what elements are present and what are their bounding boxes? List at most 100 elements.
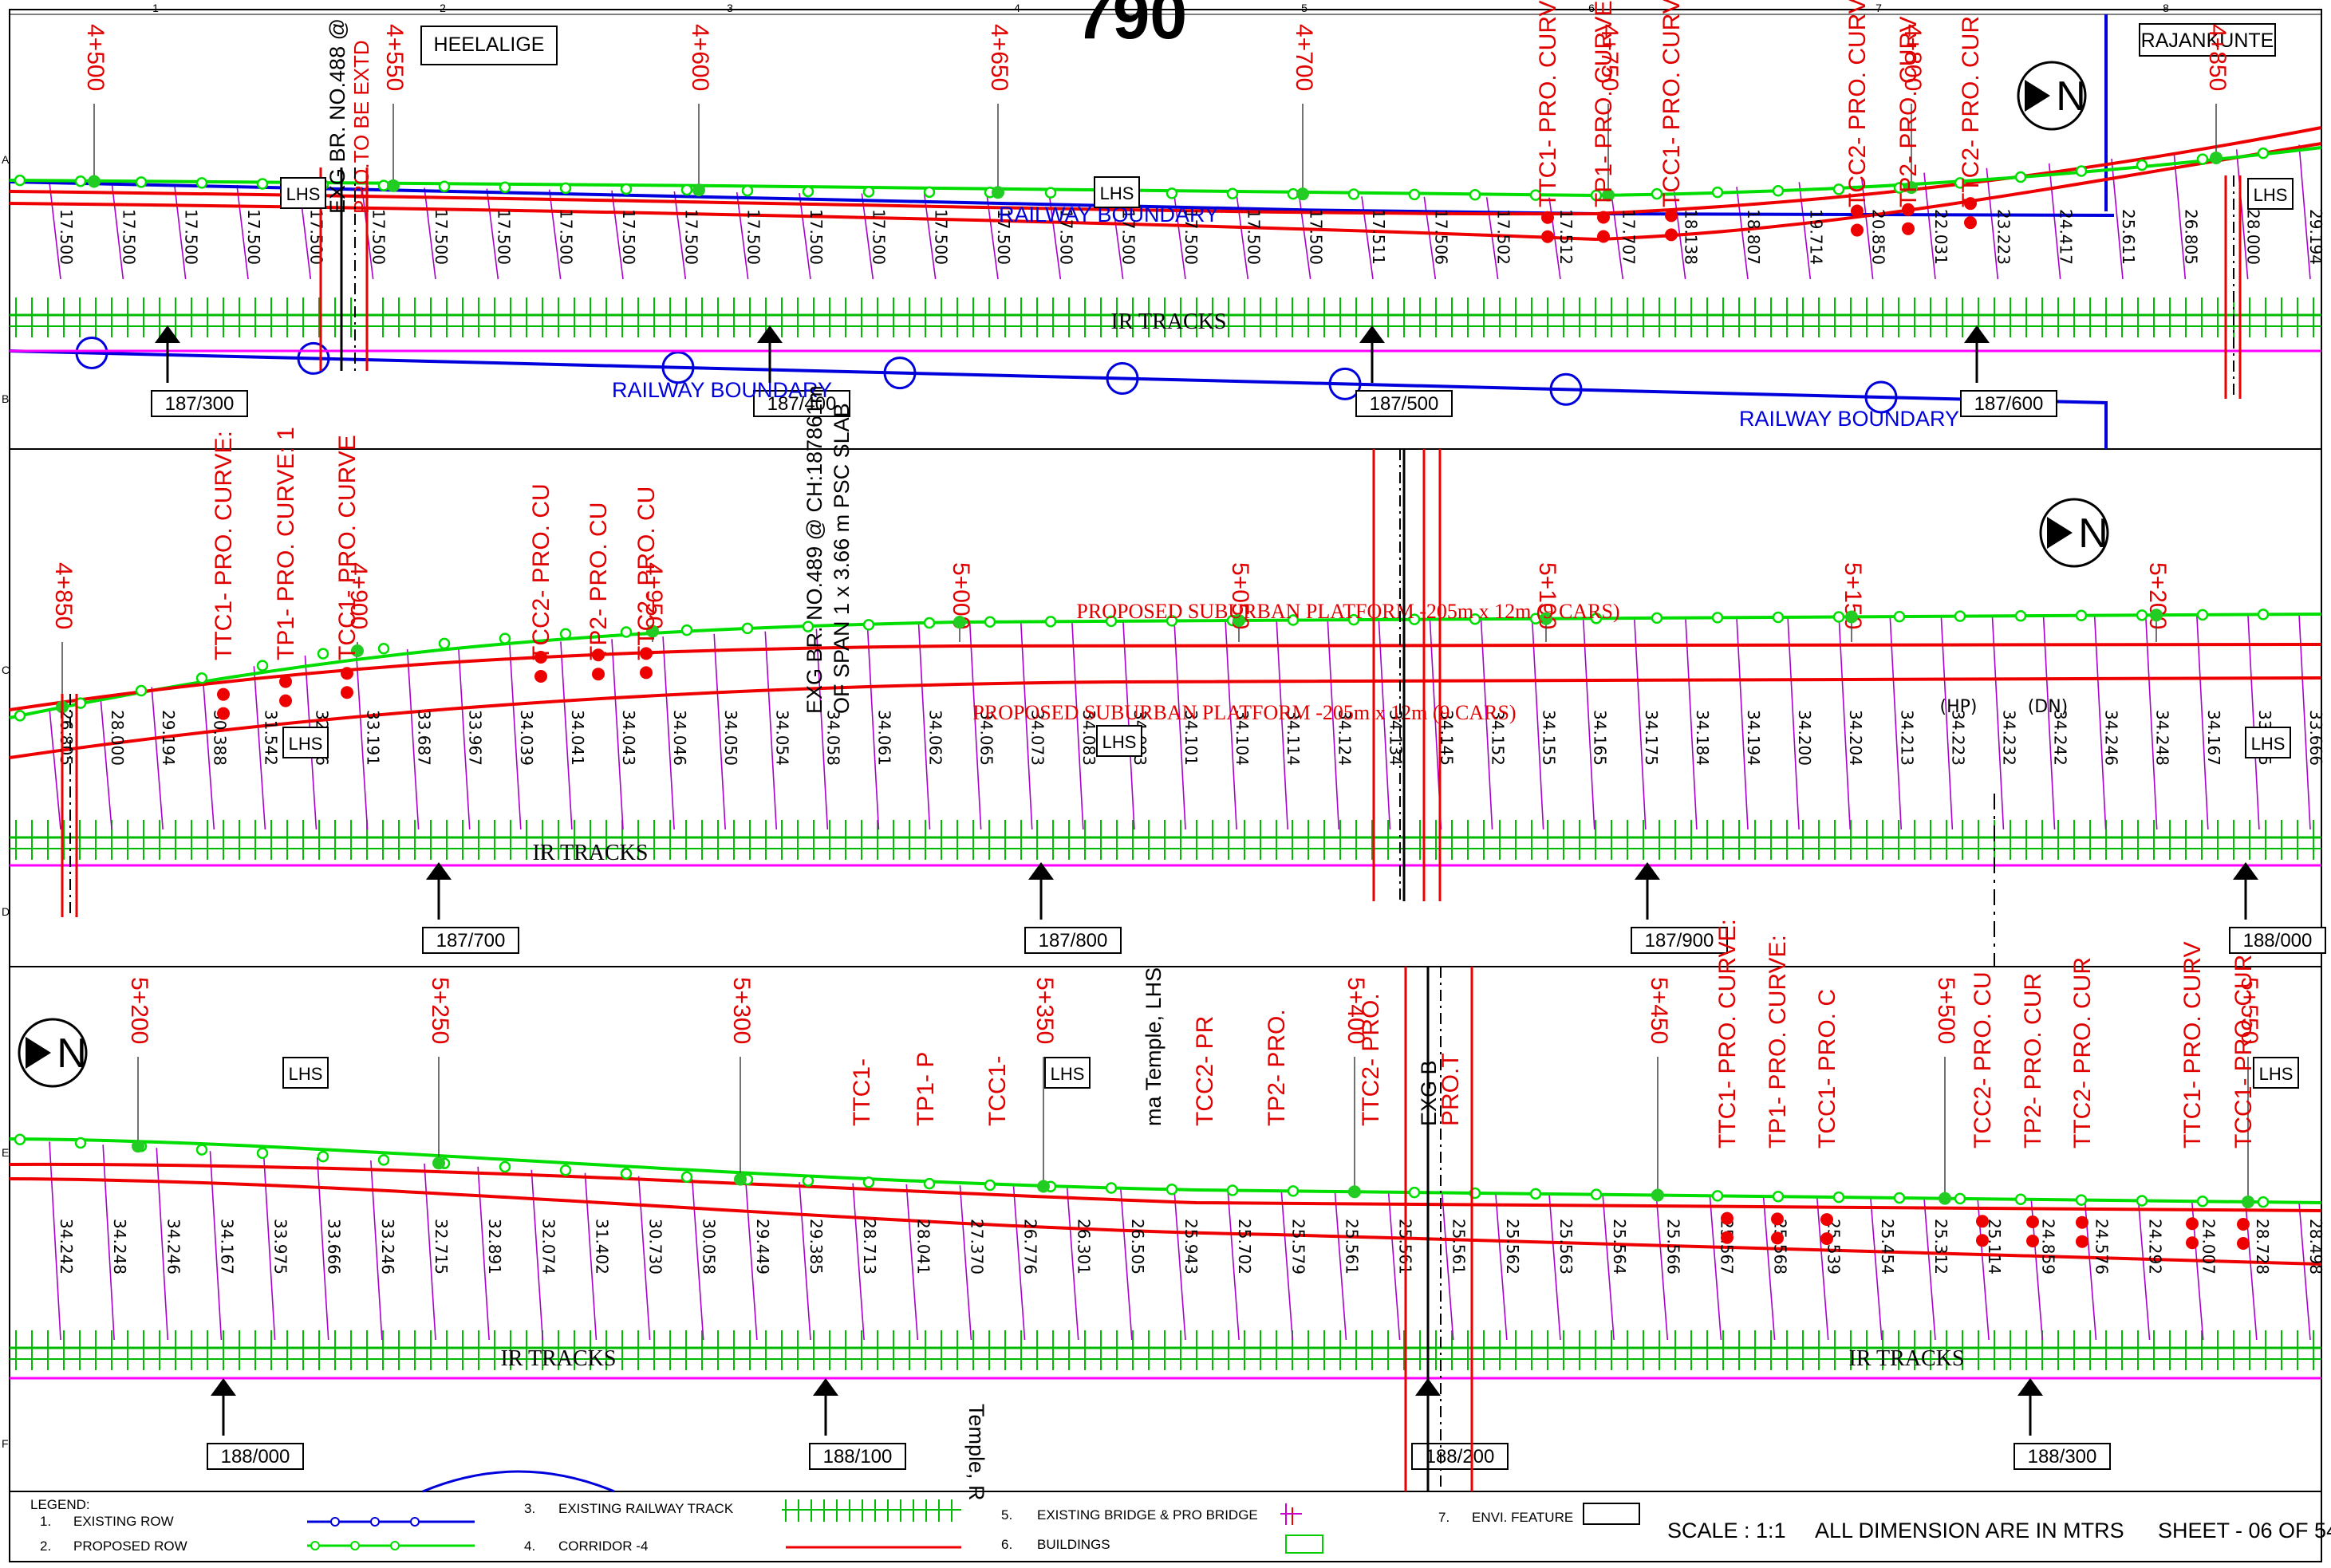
dn-label: (DN)	[2028, 697, 2069, 717]
offset-line	[486, 188, 499, 280]
level-label: 33.666	[325, 1219, 344, 1274]
lhs-label: LHS	[1051, 1064, 1085, 1084]
level-label: 34.065	[977, 710, 996, 766]
row-marker	[2014, 171, 2027, 183]
grid-row-label: A	[2, 153, 10, 166]
sheet-border	[9, 9, 2322, 1562]
grid-row-label: B	[2, 392, 9, 405]
row-marker	[1044, 616, 1057, 628]
level-label: 34.248	[2153, 710, 2172, 766]
north-arrow: N	[2017, 61, 2087, 131]
chainage-point	[646, 624, 659, 638]
level-label: 17.500	[1056, 209, 1075, 265]
level-label: 28.000	[108, 710, 127, 766]
row-marker	[802, 621, 814, 632]
curve-label: TP2- PRO. CURV	[1895, 17, 1922, 208]
row-marker	[2196, 609, 2209, 621]
north-arrow-icon	[2025, 80, 2050, 112]
offset-line	[236, 185, 249, 280]
level-label: 17.500	[119, 209, 138, 265]
grid-row-label: D	[2, 905, 10, 918]
level-label: 17.500	[681, 209, 700, 265]
curve-point	[2076, 1235, 2088, 1248]
row-marker	[1590, 613, 1603, 624]
lhs-label: LHS	[1100, 183, 1134, 203]
level-label: 33.666	[2306, 710, 2325, 766]
row-marker	[2075, 609, 2088, 622]
lhs-box	[282, 1057, 329, 1089]
railway-boundary-label: RAILWAY BOUNDARY	[1739, 407, 1959, 431]
row-marker	[2136, 159, 2148, 171]
proposed-row-markers	[14, 609, 2270, 722]
level-label: 17.500	[807, 209, 826, 265]
level-label: 17.500	[1119, 209, 1138, 265]
curve-label: TTC1- PRO. CURVE:	[211, 431, 237, 660]
offset-line	[1548, 1194, 1561, 1341]
chainage-point	[1845, 610, 1858, 624]
level-label: 25.312	[1931, 1219, 1950, 1274]
lhs-label: LHS	[289, 1064, 323, 1084]
offset-line	[151, 687, 164, 830]
level-label: 29.385	[807, 1219, 826, 1274]
offset-line	[1020, 621, 1033, 830]
row-marker	[1954, 1192, 1966, 1205]
platform-label-bottom: PROPOSED SUBURBAN PLATFORM -205m x 12m (…	[972, 701, 1516, 724]
level-label: 32.074	[538, 1219, 558, 1274]
row-marker	[620, 626, 633, 638]
level-label: 34.152	[1489, 710, 1508, 766]
row-marker	[559, 182, 572, 195]
level-label: 34.124	[1335, 710, 1354, 766]
level-label: 25.563	[1556, 1219, 1576, 1274]
row-marker	[1711, 612, 1724, 624]
km-label: 187/600	[1974, 393, 2044, 415]
level-label: 34.167	[217, 1219, 236, 1274]
lhs-box	[282, 727, 329, 758]
offset-line	[968, 621, 982, 830]
legend-marker	[330, 1517, 340, 1527]
label-fragment: TTC2- PRO.	[1358, 993, 1384, 1126]
chainage-label: 4+700	[1291, 24, 1317, 91]
curve-point	[640, 647, 653, 660]
level-label: 28.000	[2244, 209, 2263, 265]
km-label: 187/400	[767, 393, 837, 415]
row-marker	[2014, 609, 2027, 622]
level-label: 33.191	[364, 710, 383, 766]
lhs-box	[1044, 1057, 1091, 1089]
level-label: 26.805	[57, 710, 76, 766]
row-marker	[620, 1168, 633, 1180]
km-arrow-icon	[1635, 862, 1660, 880]
curve-label: TP1- PRO. CURVE:	[1765, 935, 1791, 1148]
offset-line	[815, 628, 829, 830]
level-label: 17.500	[369, 209, 388, 265]
chainage-point	[692, 183, 705, 197]
boundary-circle	[297, 341, 330, 375]
row-marker	[1832, 183, 1845, 195]
row-marker	[923, 617, 936, 629]
level-label: 34.054	[772, 710, 791, 766]
level-label: 17.500	[57, 209, 76, 265]
row-marker	[438, 180, 451, 192]
chainage-point	[132, 1140, 144, 1153]
offset-line	[861, 193, 874, 280]
legend-marker	[390, 1541, 400, 1550]
level-label: 34.165	[1591, 710, 1610, 766]
level-label: 29.449	[753, 1219, 772, 1274]
boundary-circle	[75, 337, 108, 370]
level-label: 34.104	[1233, 710, 1252, 766]
boundary-circle	[1328, 367, 1362, 400]
row-marker	[2075, 1194, 2088, 1206]
km-label: 187/300	[165, 393, 235, 415]
row-marker	[1893, 1192, 1906, 1204]
north-arrow: N	[2039, 498, 2109, 568]
lhs-tags: LHS LHS LHS	[280, 176, 2294, 210]
corridor-line-lower	[9, 142, 2322, 242]
level-label: 28.041	[913, 1219, 933, 1274]
chainage-label: 4+750	[1596, 24, 1623, 91]
level-label: 34.046	[670, 710, 689, 766]
offset-line	[1736, 617, 1749, 830]
curve-point	[2186, 1217, 2199, 1231]
level-label: 27.370	[967, 1219, 986, 1274]
km-box	[207, 1443, 304, 1470]
row-marker	[74, 1137, 87, 1149]
legend-envi-swatch	[1583, 1503, 1640, 1525]
